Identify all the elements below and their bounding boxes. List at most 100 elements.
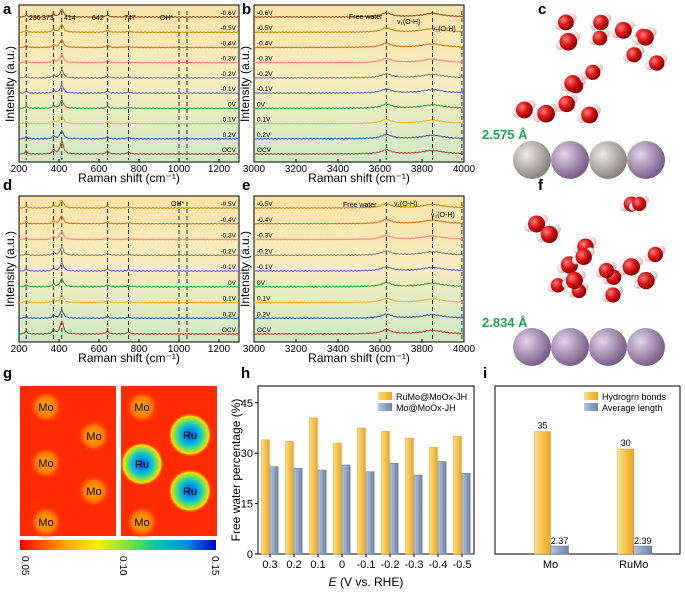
oxygen-atom <box>592 30 608 46</box>
panel-g: g Mo Mo Mo Mo Mo Mo Mo Mo Ru Ru Ru 0.05 … <box>3 365 220 576</box>
legend-swatch <box>378 403 392 411</box>
oxygen-atom <box>537 104 555 123</box>
xlabel-h-e: E <box>329 575 338 589</box>
curve-label: 0.2V <box>257 311 271 318</box>
bar-mo <box>269 466 279 555</box>
panel-label-b: b <box>242 1 251 18</box>
panel-label-a: a <box>3 1 12 18</box>
curve-label: -0.4V <box>220 40 236 47</box>
peak-373: 373 <box>42 15 54 22</box>
x-tick-label: -0.4 <box>429 559 448 571</box>
curve-label: 0V <box>228 280 237 287</box>
x-tick-label: -0.3 <box>405 559 424 571</box>
x-tick-label: 200 <box>11 164 28 175</box>
x-tick-label: 3400 <box>327 164 350 175</box>
oxygen-atom <box>564 75 582 92</box>
oxygen-atom <box>550 278 566 293</box>
spectrum-curve <box>254 118 465 125</box>
curve-label: -0.2V <box>257 71 273 78</box>
surface-atom <box>627 328 665 366</box>
curve-label: 0.1V <box>257 296 271 303</box>
curve-label: -0.1V <box>257 264 273 271</box>
legend-label: Average length <box>602 403 662 413</box>
spectrum-curve <box>253 281 465 288</box>
bar-data-label: 30 <box>621 438 631 448</box>
mo-blob <box>29 505 63 539</box>
curve-label: -0.2V <box>220 248 236 255</box>
xlabel-h-rest: (V vs. RHE) <box>337 575 404 589</box>
x-tick-label: 3600 <box>369 164 392 175</box>
x-tick-label: 3200 <box>285 164 308 175</box>
spectrum-curve <box>18 261 240 272</box>
colorbar-tick: 0.05 <box>19 556 30 576</box>
mo-site: Mo <box>38 402 53 414</box>
colorbar-tick: 0.15 <box>209 556 220 576</box>
ylabel-d: Intensity (a.u.) <box>3 231 17 307</box>
mo-blob <box>77 419 111 453</box>
oxygen-atom <box>605 287 621 303</box>
ru-blob <box>168 469 212 513</box>
bar-mo <box>365 471 375 555</box>
spectrum-curve <box>254 313 465 320</box>
panel-b: b -0.6V -0.5V -0.4V -0.3V -0.2V -0.1V 0V 0.1V 0.… <box>238 1 476 185</box>
oh-label-a: OH* <box>160 15 174 22</box>
ylabel-h: Free water percentage (%) <box>229 399 243 542</box>
bar-mo <box>341 464 351 555</box>
x-tick-label: 3600 <box>369 344 392 355</box>
spectrum-curve <box>254 72 465 79</box>
oxygen-atom <box>648 55 665 71</box>
x-tick-label: 1200 <box>208 164 231 175</box>
mo-blob <box>29 390 63 424</box>
legend-label: Hydrogrn bonds <box>602 392 667 402</box>
v2-label-b: v₂(O-H) <box>432 26 456 33</box>
y-tick-label: 30 <box>241 448 253 460</box>
spectrum-curve <box>254 265 465 272</box>
curve-label: 0.2V <box>223 311 237 318</box>
oxygen-atom <box>559 32 578 51</box>
x-tick-label: 1000 <box>168 344 191 355</box>
bar-mo <box>413 474 423 555</box>
spectrum-curve <box>253 250 465 257</box>
v1-label-e: v₁(O-H) <box>394 201 417 208</box>
x-tick-label: 600 <box>91 164 108 175</box>
panel-label-i: i <box>483 365 487 382</box>
panel-i: i 35 2.37 Mo 30 2.39 RuMo Hydrogrn bondsAvera… <box>483 365 681 571</box>
panel-i-frame <box>494 385 681 555</box>
oxygen-atom <box>540 225 558 243</box>
x-tick-label: 4000 <box>453 164 476 175</box>
legend-label: Mo@MoOx-JH <box>396 403 456 413</box>
x-tick-label: 4000 <box>453 344 476 355</box>
curve-label: -0.2V <box>220 71 236 78</box>
ylabel-e: Intensity (a.u.) <box>238 231 252 307</box>
ru-site: Ru <box>183 486 197 498</box>
oxygen-atom <box>593 14 609 31</box>
colorbar-tick: 0.10 <box>117 556 128 576</box>
x-tick-label: 1000 <box>168 164 191 175</box>
peak-747: 747 <box>124 15 136 22</box>
spectrum-curve <box>18 8 240 18</box>
spectrum-curve <box>18 277 240 288</box>
free-water-label-e: Free water <box>343 202 377 209</box>
bar-rumo <box>429 446 438 555</box>
spectrum-curve <box>18 38 240 49</box>
peak-642: 642 <box>92 15 104 22</box>
spectrum-curve <box>253 218 465 225</box>
surface-atom <box>589 328 627 366</box>
mo-blob <box>29 446 63 480</box>
legend-swatch <box>378 392 392 400</box>
curve-label: -0.1V <box>220 264 236 271</box>
legend-swatch <box>584 392 598 400</box>
raman-curves-a: -0.6V -0.5V -0.4V -0.3V -0.2V -0.1V 0V 0.1V 0.2V… <box>18 8 240 160</box>
ru-blob <box>120 442 164 486</box>
bar-data-label: 2.39 <box>634 536 652 546</box>
distance-label-f: 2.834 Å <box>482 315 528 330</box>
oxygen-atom <box>515 101 533 119</box>
xlabel-b: Raman shift (cm⁻¹) <box>308 171 410 185</box>
x-tick-label: 600 <box>91 344 108 355</box>
x-tick-label: 400 <box>51 164 68 175</box>
x-tick-label: 400 <box>51 344 68 355</box>
curve-label: -0.5V <box>257 25 273 32</box>
bar-rumo <box>309 417 318 555</box>
